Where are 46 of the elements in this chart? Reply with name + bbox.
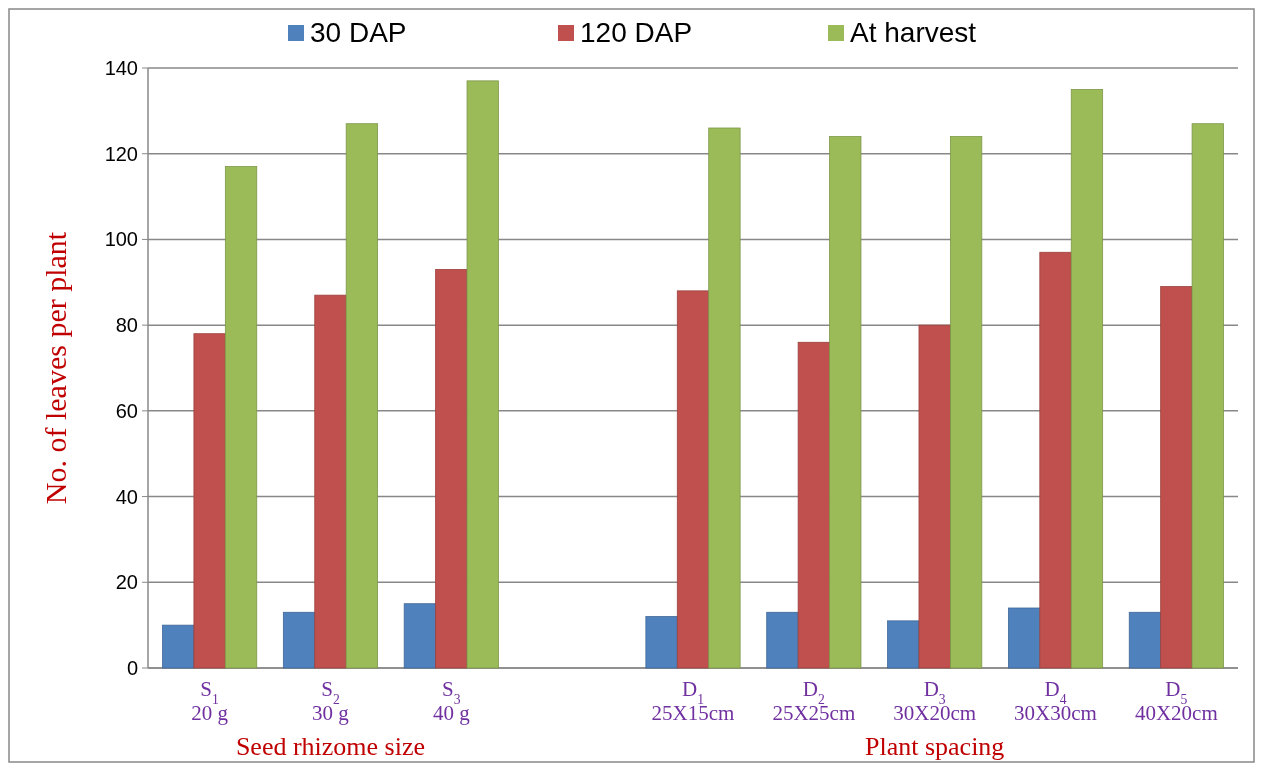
y-tick-label: 80: [115, 314, 138, 337]
x-tick-label: D$_{4}$ 30X30cm: [1014, 677, 1097, 726]
y-tick-label: 0: [126, 657, 138, 679]
y-tick-label: 60: [115, 399, 138, 422]
bar: [676, 290, 710, 669]
x-tick-label: S$_{3}$ 40 g: [432, 677, 471, 726]
bar: [403, 603, 437, 669]
y-tick-label: 100: [104, 228, 138, 251]
y-tick-label: 140: [104, 57, 138, 79]
bar: [887, 620, 920, 669]
bar: [708, 127, 741, 669]
text: Seed rhizome size: [235, 732, 426, 761]
bar: [282, 611, 316, 669]
bar: [314, 294, 347, 669]
legend-label: 120 DAP: [580, 17, 693, 48]
y-tick-label: 120: [104, 142, 138, 165]
legend-label: 30 DAP: [310, 17, 407, 48]
bar: [224, 166, 258, 669]
bar: [918, 324, 951, 669]
x-tick-label: S$_{1}$ 20 g: [191, 677, 229, 726]
bar: [435, 269, 468, 669]
y-tick-label: 40: [115, 485, 138, 508]
bar: [1191, 123, 1224, 669]
y-axis-title: No. of leaves per plant: [39, 231, 72, 505]
bar: [645, 616, 678, 669]
x-tick-label: D$_{3}$ 30X20cm: [893, 677, 977, 726]
bar: [797, 341, 830, 669]
x-tick-label: D$_{5}$ 40X20cm: [1134, 677, 1218, 726]
bar: [766, 611, 799, 669]
bar: [193, 333, 226, 669]
bar: [1008, 607, 1041, 669]
bar: [345, 123, 378, 669]
x-tick-label: D$_{2}$ 25X25cm: [772, 677, 856, 726]
bar: [1160, 286, 1193, 669]
x-tick-label: D$_{1}$ 25X15cm: [651, 677, 735, 726]
bar: [950, 136, 983, 669]
x-tick-label: S$_{2}$ 30 g: [312, 677, 350, 726]
bar: [1070, 89, 1104, 669]
legend-label: At harvest: [850, 17, 977, 48]
bar: [829, 136, 862, 669]
y-tick-label: 20: [115, 571, 138, 594]
bar: [466, 80, 499, 669]
bar: [162, 624, 195, 669]
bar: [1039, 251, 1072, 669]
bar: [1128, 611, 1162, 669]
text: Plant spacing: [865, 732, 1005, 761]
